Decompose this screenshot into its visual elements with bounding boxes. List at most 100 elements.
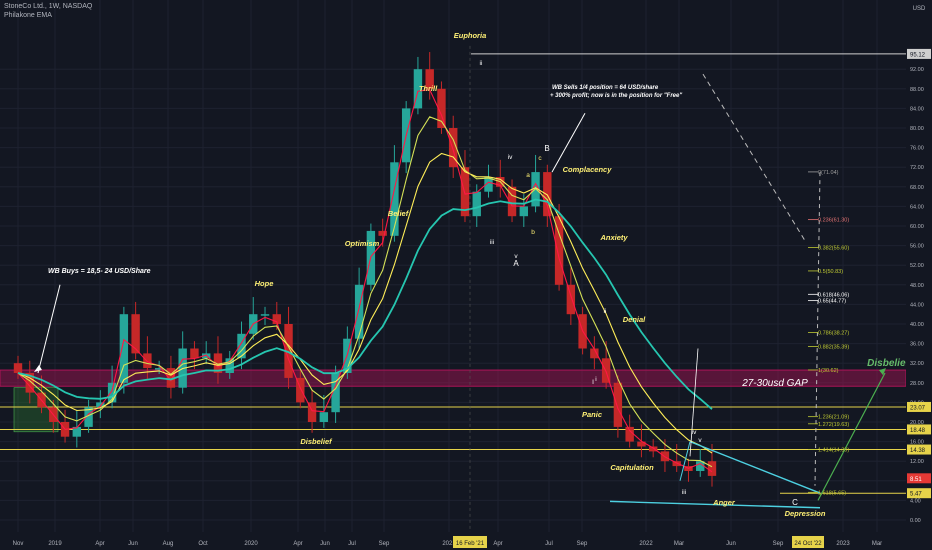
ema-slow-line [17, 152, 713, 454]
phase-label: Denial [623, 315, 646, 324]
candle-body [307, 402, 317, 422]
phase-label: Euphoria [454, 31, 487, 40]
x-tick-label: Sep [773, 541, 784, 547]
fib-label: 0.382(55.60) [818, 246, 849, 252]
candle-body [648, 446, 658, 452]
x-tick-label: Sep [379, 541, 390, 547]
price-label: 8.51 [910, 477, 922, 483]
y-tick-label: 76.00 [910, 146, 924, 152]
y-tick-label: 68.00 [910, 185, 924, 191]
phase-label: Belief [388, 209, 410, 218]
candle-body [154, 368, 164, 370]
candle-body [213, 353, 223, 373]
ema-mid-line [17, 116, 713, 468]
candle-body [637, 441, 646, 447]
phase-label: Disbelief [300, 437, 333, 446]
y-tick-label: 0.00 [910, 518, 921, 524]
y-tick-label: 28.00 [910, 381, 924, 387]
buy-note: WB Buys = 18,5- 24 USD/Share [48, 268, 151, 275]
channel-left [679, 441, 691, 481]
y-tick-label: 44.00 [910, 302, 924, 308]
x-tick-label: Jun [726, 541, 736, 547]
wave-label: B [544, 144, 549, 153]
candle-body [413, 69, 423, 109]
phase-label: Depression [785, 509, 826, 518]
phase-label: Thrill [419, 84, 438, 93]
candle-body [425, 69, 434, 89]
candle-body [390, 162, 399, 236]
candle-body [672, 461, 681, 467]
price-label-bg [907, 401, 931, 412]
wave-label: ii [604, 308, 607, 315]
wave-label: ii [480, 60, 483, 67]
candle-body [707, 461, 717, 476]
candle-body [107, 382, 117, 403]
y-tick-label: 80.00 [910, 126, 924, 132]
candle-body [484, 177, 493, 192]
x-tick-label: Sep [577, 541, 588, 547]
y-tick-label: 4.00 [910, 498, 921, 504]
ema-long-line [17, 198, 713, 410]
projection-dashed [702, 73, 806, 241]
candle-body [131, 314, 140, 354]
x-tick-label: 2021 [442, 541, 456, 547]
candle-body [354, 284, 364, 339]
x-tick-label: Apr [95, 541, 104, 547]
wave-label: A [513, 259, 519, 268]
candle-body [119, 314, 129, 383]
fib-label: 1(30.62) [818, 368, 839, 374]
price-label-bg [907, 424, 931, 435]
buy-arrow [37, 284, 61, 374]
gap-zone-label: 27-30usd GAP [741, 378, 808, 389]
candle-body [543, 172, 552, 217]
profit-note: + 300% profit; now is in the position fo… [550, 93, 682, 99]
date-marker-label: 16 Feb '21 [456, 541, 485, 547]
x-tick-label: Jun [320, 541, 330, 547]
candle-body [554, 216, 564, 285]
x-tick-label: Apr [493, 541, 502, 547]
fib-label: 1.618(5.65) [818, 490, 846, 496]
x-tick-label: Oct [198, 541, 208, 547]
sell-arrow [551, 113, 586, 173]
x-tick-label: 2019 [48, 541, 62, 547]
candle-body [449, 128, 458, 168]
candle-body [460, 167, 470, 217]
recovery-arrow-head [879, 368, 886, 376]
y-tick-label: 88.00 [910, 87, 924, 93]
price-label-bg [907, 488, 931, 499]
y-tick-label: 64.00 [910, 204, 924, 210]
channel-lower [609, 500, 821, 509]
candle-body [319, 412, 329, 422]
symbol-title[interactable]: StoneCo Ltd., 1W, NASDAQ [4, 3, 93, 10]
candle-body [13, 363, 23, 373]
phase-label: Complacency [563, 165, 613, 174]
wave-label: iv [692, 429, 697, 436]
candle-body [331, 373, 340, 413]
currency-label: USD [913, 6, 926, 12]
candle-body [96, 402, 105, 408]
price-label: 14.38 [910, 448, 926, 454]
fib-label: 1.272(19.63) [818, 422, 849, 428]
indicator-name[interactable]: Philakone EMA [4, 12, 52, 19]
candle-body [72, 426, 82, 437]
candle-body [613, 382, 623, 427]
fib-levels: 0(71.04) 0.236(61.30) 0.382(55.60) 0.5(50.8… [808, 170, 849, 496]
y-tick-label: 40.00 [910, 322, 924, 328]
x-tick-label: 2020 [244, 541, 258, 547]
x-tick-label: Jun [128, 541, 138, 547]
x-tick-label: Aug [163, 541, 174, 547]
y-tick-label: 56.00 [910, 244, 924, 250]
candle-body [472, 191, 481, 217]
y-tick-label: 92.00 [910, 67, 924, 73]
wave-label: iv [508, 154, 513, 161]
y-tick-label: 16.00 [910, 440, 924, 446]
candle-body [519, 206, 528, 217]
wave-label: iii [682, 489, 686, 496]
wave-label: i [595, 376, 596, 383]
candle-body [272, 314, 281, 324]
ema-lines [17, 89, 713, 473]
y-tick-label: 32.00 [910, 361, 924, 367]
x-tick-label: Jul [545, 541, 553, 547]
price-label: 18.48 [910, 428, 926, 434]
